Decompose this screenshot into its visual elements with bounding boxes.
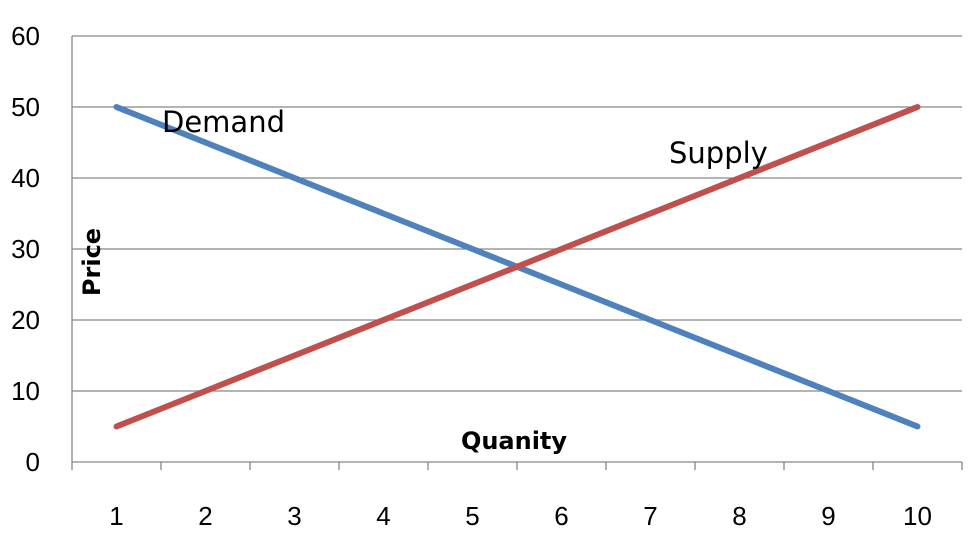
y-tick-label: 0 <box>26 447 40 477</box>
x-tick-label: 5 <box>465 501 479 531</box>
series-label-demand: Demand <box>162 105 285 139</box>
x-tick-label: 3 <box>287 501 301 531</box>
x-tick-label: 10 <box>903 501 932 531</box>
tick-labels: 0 10 20 30 40 50 60 1 2 3 4 5 6 7 8 9 10 <box>11 21 932 531</box>
x-tick-label: 2 <box>198 501 212 531</box>
x-tick-label: 8 <box>732 501 746 531</box>
x-tick-label: 1 <box>109 501 123 531</box>
y-tick-label: 20 <box>11 305 40 335</box>
y-tick-label: 50 <box>11 92 40 122</box>
x-axis-title: Quanity <box>461 427 567 455</box>
gridlines <box>72 35 962 392</box>
y-axis-title: Price <box>78 228 106 296</box>
x-tick-label: 4 <box>376 501 390 531</box>
x-tick-label: 6 <box>554 501 568 531</box>
series-lines <box>113 104 921 430</box>
x-tick-label: 9 <box>821 501 835 531</box>
y-tick-label: 10 <box>11 376 40 406</box>
series-line-supply <box>113 104 921 430</box>
y-tick-label: 60 <box>11 21 40 51</box>
series-label-supply: Supply <box>669 136 768 170</box>
x-tick-label: 7 <box>643 501 657 531</box>
y-tick-label: 30 <box>11 234 40 264</box>
axes <box>71 36 963 470</box>
y-tick-label: 40 <box>11 163 40 193</box>
